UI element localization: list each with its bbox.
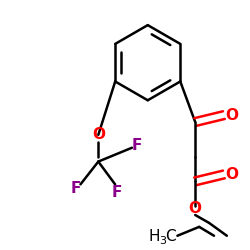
Text: O: O — [189, 200, 202, 216]
Text: C: C — [165, 229, 176, 244]
Text: F: F — [132, 138, 142, 153]
Text: F: F — [70, 181, 81, 196]
Text: O: O — [225, 108, 238, 122]
Text: F: F — [112, 185, 122, 200]
Text: O: O — [92, 128, 105, 142]
Text: 3: 3 — [159, 236, 166, 246]
Text: O: O — [225, 167, 238, 182]
Text: H: H — [149, 229, 160, 244]
